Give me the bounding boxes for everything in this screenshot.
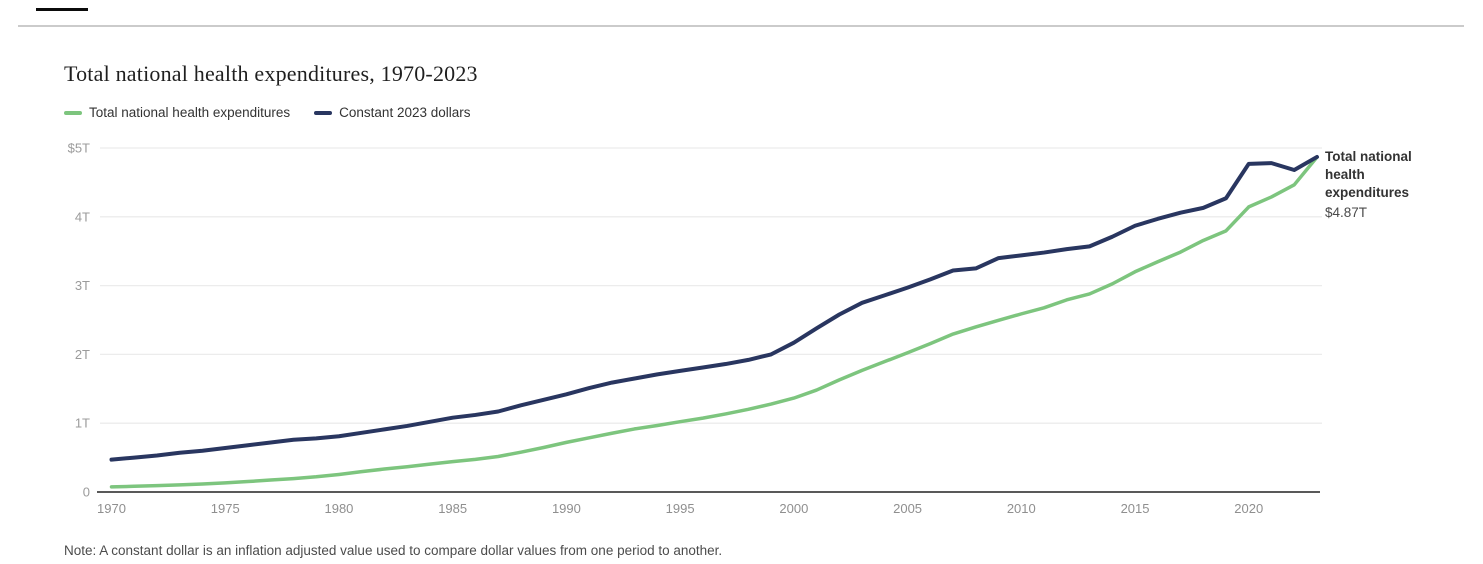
x-axis-tick-label: 1995 xyxy=(666,501,695,516)
y-axis-tick-label: 4T xyxy=(75,209,90,224)
series-end-annotation: Total national health expenditures $4.87… xyxy=(1325,148,1417,222)
y-axis-tick-label: $5T xyxy=(68,141,90,156)
legend-swatch-navy-icon xyxy=(314,110,333,115)
series-line[interactable] xyxy=(109,154,1319,462)
chart-title: Total national health expenditures, 1970… xyxy=(64,61,478,86)
x-axis-tick-label: 2010 xyxy=(1007,501,1036,516)
series-end-annotation-label: Total national health expenditures xyxy=(1325,149,1412,200)
x-axis-tick-label: 1985 xyxy=(438,501,467,516)
x-axis-tick-label: 2020 xyxy=(1234,501,1263,516)
x-axis-tick-label: 1980 xyxy=(324,501,353,516)
legend-item-constant: Constant 2023 dollars xyxy=(314,105,471,120)
legend-swatch-green-icon xyxy=(64,110,82,115)
x-axis-tick-label: 2000 xyxy=(779,501,808,516)
x-axis-tick-label: 1990 xyxy=(552,501,581,516)
x-axis-tick-label: 2015 xyxy=(1121,501,1150,516)
y-axis-tick-label: 2T xyxy=(75,347,90,362)
legend-label-nominal: Total national health expenditures xyxy=(89,105,291,120)
legend-label-constant: Constant 2023 dollars xyxy=(339,105,471,120)
x-axis-tick-label: 1975 xyxy=(211,501,240,516)
y-axis-tick-label: 0 xyxy=(83,485,90,500)
series-line[interactable] xyxy=(109,155,1319,489)
legend-item-nominal: Total national health expenditures xyxy=(64,105,290,120)
chart-legend: Total national health expenditures Const… xyxy=(64,105,471,120)
series-end-annotation-value: $4.87T xyxy=(1325,205,1368,220)
y-axis-tick-label: 1T xyxy=(75,416,90,431)
y-axis-tick-label: 3T xyxy=(75,278,90,293)
page-top-rule xyxy=(36,8,88,11)
x-axis-tick-label: 2005 xyxy=(893,501,922,516)
chart-footnote: Note: A constant dollar is an inflation … xyxy=(64,543,723,558)
x-axis-tick-label: 1970 xyxy=(97,501,126,516)
header-divider xyxy=(18,25,1464,27)
